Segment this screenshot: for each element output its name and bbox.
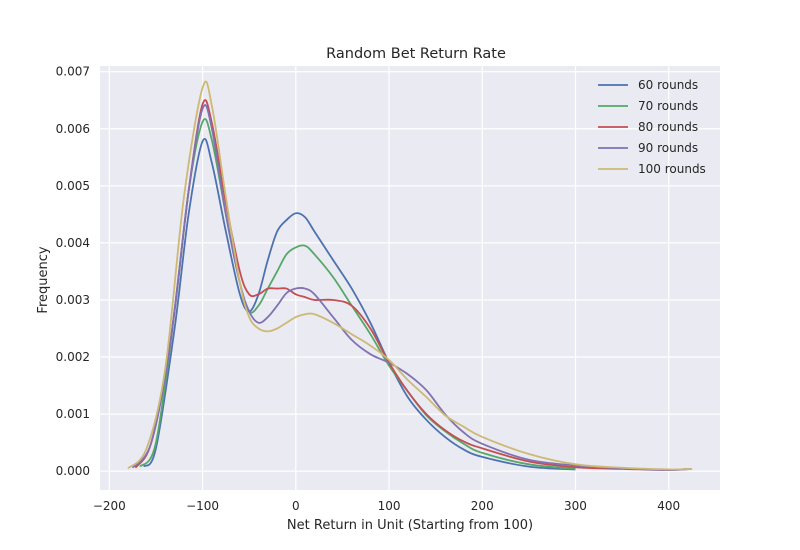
y-tick-label: 0.000 [56, 464, 90, 478]
y-tick-label: 0.005 [56, 179, 90, 193]
y-axis-label: Frequency [36, 246, 51, 313]
y-tick-label: 0.006 [56, 122, 90, 136]
y-tick-label: 0.007 [56, 65, 90, 79]
y-tick-label: 0.003 [56, 293, 90, 307]
y-axis-ticks: 0.000 0.001 0.002 0.003 0.004 0.005 0.006 0.007 [56, 65, 90, 478]
series-line-3 [131, 104, 693, 471]
x-tick-label: 0 [292, 499, 300, 513]
series-line-1 [139, 118, 576, 470]
series-line-2 [134, 99, 688, 471]
x-axis-label: Net Return in Unit (Starting from 100) [287, 518, 533, 533]
series-lines [127, 80, 693, 471]
legend: 60 rounds 70 rounds 80 rounds 90 rounds 100 … [598, 78, 706, 176]
x-tick-label: 400 [657, 499, 680, 513]
y-tick-label: 0.002 [56, 350, 90, 364]
x-tick-label: −200 [93, 499, 126, 513]
legend-label: 90 rounds [638, 141, 698, 155]
plot-background [100, 66, 720, 490]
legend-label: 60 rounds [638, 78, 698, 92]
x-tick-label: 300 [564, 499, 587, 513]
y-tick-label: 0.004 [56, 236, 90, 250]
chart-title: Random Bet Return Rate [326, 46, 506, 62]
x-tick-label: −100 [186, 499, 219, 513]
grid [100, 66, 720, 490]
series-line-4 [127, 80, 693, 471]
x-axis-ticks: −200 −100 0 100 200 300 400 [93, 499, 680, 513]
legend-label: 70 rounds [638, 99, 698, 113]
x-tick-label: 100 [378, 499, 401, 513]
series-line-0 [143, 138, 576, 471]
y-tick-label: 0.001 [56, 407, 90, 421]
x-tick-label: 200 [471, 499, 494, 513]
legend-label: 100 rounds [638, 162, 706, 176]
legend-label: 80 rounds [638, 120, 698, 134]
